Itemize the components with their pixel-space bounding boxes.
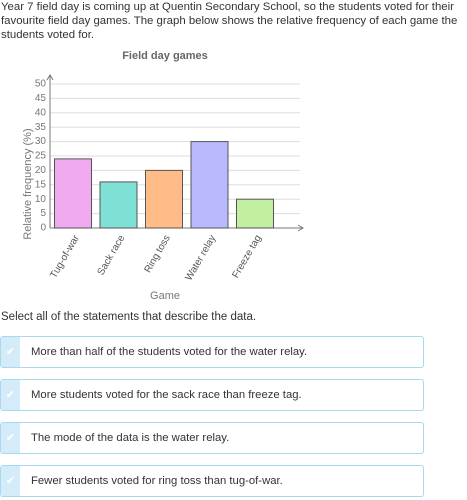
y-axis-arrow <box>46 74 54 81</box>
x-tick-label: Ring toss <box>143 233 173 275</box>
x-axis-arrow <box>297 224 304 232</box>
x-tick-label: Freeze tag <box>230 233 263 280</box>
y-tick-label: 35 <box>35 122 47 133</box>
option[interactable]: ✔ Fewer students voted for ring toss than… <box>0 465 424 497</box>
checkbox[interactable]: ✔ <box>1 380 20 410</box>
x-tick-label: Tug-of-war <box>48 233 82 281</box>
y-tick-label: 50 <box>35 79 47 90</box>
y-tick-label: 10 <box>35 194 47 205</box>
x-tick-label: Sack race <box>96 233 128 277</box>
checkbox[interactable]: ✔ <box>1 466 20 496</box>
bar <box>99 181 138 229</box>
option[interactable]: ✔ The mode of the data is the water relay… <box>0 422 424 454</box>
chart: Field day games Relative frequency (%) G… <box>22 50 304 302</box>
y-tick-label: 15 <box>35 179 47 190</box>
y-tick-label: 30 <box>35 136 47 147</box>
y-axis-label: Relative frequency (%) <box>22 128 34 239</box>
option[interactable]: ✔ More students voted for the sack race t… <box>0 379 424 411</box>
bar <box>190 141 229 229</box>
y-tick-label: 45 <box>35 93 47 104</box>
option-text: More students voted for the sack race th… <box>31 389 302 401</box>
option[interactable]: ✔ More than half of the students voted fo… <box>0 336 424 368</box>
checkbox[interactable]: ✔ <box>1 337 20 367</box>
x-tick-label: Water relay <box>183 233 218 282</box>
x-axis-label: Game <box>150 290 180 302</box>
bar <box>54 158 92 229</box>
bar <box>236 198 274 229</box>
y-tick-label: 5 <box>40 208 46 219</box>
option-text: The mode of the data is the water relay. <box>31 432 230 444</box>
chart-title: Field day games <box>122 50 208 62</box>
y-tick-label: 25 <box>35 151 47 162</box>
checkbox[interactable]: ✔ <box>1 423 20 453</box>
prompt: Select all of the statements that descri… <box>1 311 257 323</box>
intro-text: Year 7 field day is coming up at Quentin… <box>1 1 458 41</box>
y-tick-label: 20 <box>35 165 47 176</box>
y-tick-label: 0 <box>40 223 46 234</box>
option-text: Fewer students voted for ring toss than … <box>31 475 283 487</box>
y-tick-label: 40 <box>35 107 47 118</box>
option-text: More than half of the students voted for… <box>31 346 308 358</box>
bar <box>145 169 183 229</box>
